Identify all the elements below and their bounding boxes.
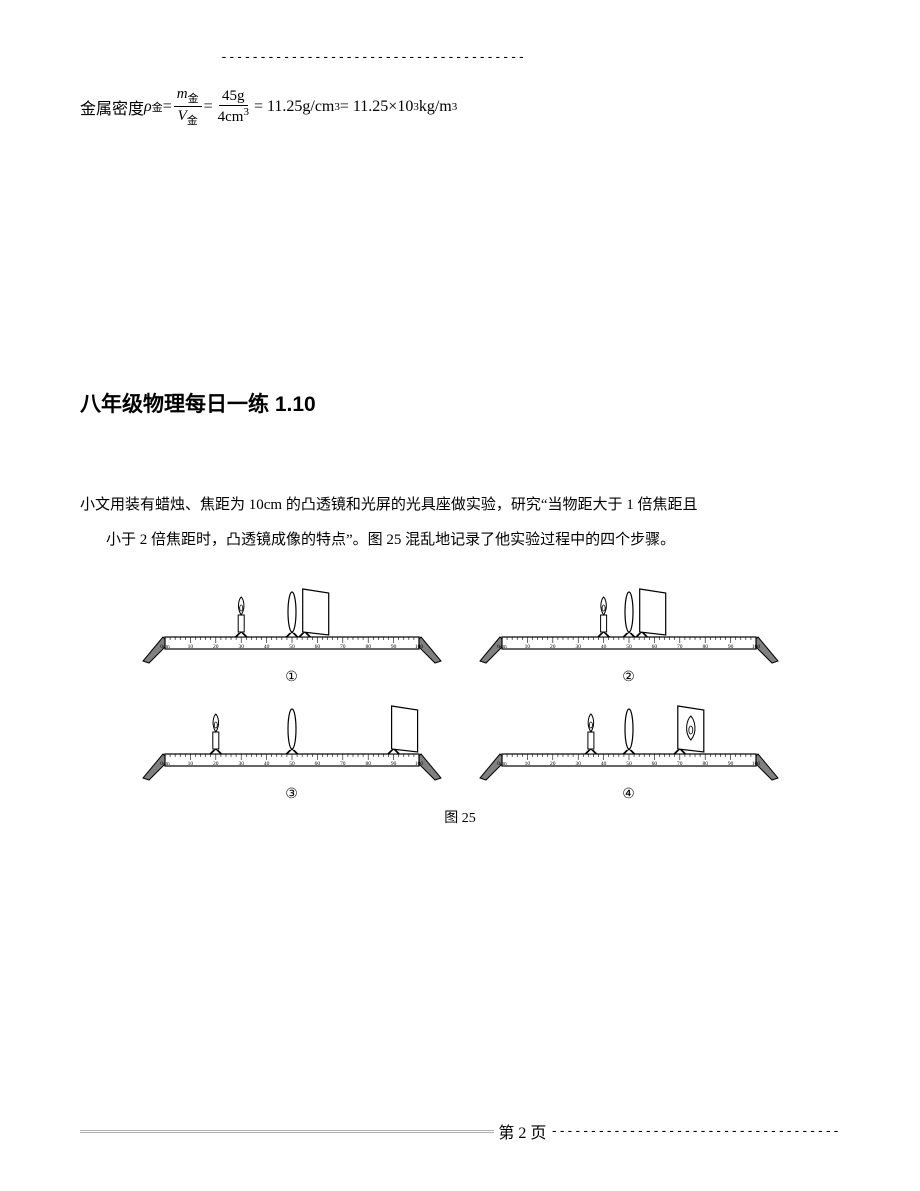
svg-text:70: 70 (677, 644, 683, 650)
svg-text:40: 40 (263, 761, 269, 767)
svg-text:0cm: 0cm (160, 761, 170, 767)
svg-text:100: 100 (751, 761, 760, 767)
svg-text:40: 40 (600, 761, 606, 767)
svg-text:60: 60 (314, 644, 320, 650)
bench-1: 0cm 10 20 30 40 50 60 70 80 90 100 ① (130, 575, 453, 686)
svg-text:40: 40 (600, 644, 606, 650)
svg-text:0cm: 0cm (160, 644, 170, 650)
bench-svg-1: 0cm 10 20 30 40 50 60 70 80 90 100 (137, 575, 447, 665)
svg-text:20: 20 (550, 761, 556, 767)
svg-text:30: 30 (575, 761, 581, 767)
svg-text:60: 60 (314, 761, 320, 767)
page-footer: 第 2 页 ----------------------------------… (80, 1119, 840, 1143)
bench-label-3: ③ (285, 786, 298, 803)
num45: 45g (219, 87, 248, 106)
diagram-grid: 0cm 10 20 30 40 50 60 70 80 90 100 ① 0cm 10 20 30 40 50… (130, 575, 790, 803)
svg-text:100: 100 (414, 761, 423, 767)
svg-text:0cm: 0cm (497, 761, 507, 767)
svg-text:40: 40 (263, 644, 269, 650)
bench-svg-3: 0cm 10 20 30 40 50 60 70 80 90 100 (137, 692, 447, 782)
bench-label-1: ① (285, 669, 298, 686)
svg-text:90: 90 (727, 761, 733, 767)
svg-text:30: 30 (238, 761, 244, 767)
svg-text:80: 80 (702, 644, 708, 650)
svg-text:10: 10 (187, 761, 193, 767)
svg-text:60: 60 (651, 761, 657, 767)
svg-text:90: 90 (727, 644, 733, 650)
svg-text:60: 60 (651, 644, 657, 650)
density-formula: 金属密度 ρ 金 = m金 V金 = 45g 4cm3 = 11.25g/cm3… (80, 85, 840, 128)
svg-text:20: 20 (550, 644, 556, 650)
frac-mv: m金 V金 (174, 85, 202, 128)
svg-text:80: 80 (365, 644, 371, 650)
svg-text:70: 70 (340, 761, 346, 767)
rho-sub: 金 (152, 99, 163, 115)
rho: ρ (144, 98, 152, 116)
bench-svg-4: 0cm 10 20 30 40 50 60 70 80 90 100 (474, 692, 784, 782)
svg-text:90: 90 (390, 761, 396, 767)
res1: = 11.25g/cm (254, 98, 334, 116)
m-sub: 金 (188, 93, 199, 105)
bench-svg-2: 0cm 10 20 30 40 50 60 70 80 90 100 (474, 575, 784, 665)
res2a: = 11.25×10 (340, 98, 413, 116)
bench-4: 0cm 10 20 30 40 50 60 70 80 90 100 ④ (467, 692, 790, 803)
footer-line-left (80, 1130, 494, 1133)
bench-label-4: ④ (622, 786, 635, 803)
frac-num: 45g 4cm3 (215, 87, 252, 126)
svg-text:20: 20 (213, 761, 219, 767)
svg-text:50: 50 (626, 644, 632, 650)
bench-2: 0cm 10 20 30 40 50 60 70 80 90 100 ② (467, 575, 790, 686)
svg-text:70: 70 (340, 644, 346, 650)
v-sub: 金 (187, 115, 198, 127)
para-line2: 小于 2 倍焦距时，凸透镜成像的特点”。图 25 混乱地记录了他实验过程中的四个… (80, 523, 840, 558)
svg-text:100: 100 (414, 644, 423, 650)
svg-text:0cm: 0cm (497, 644, 507, 650)
eq2: = (204, 98, 213, 116)
res2b: kg/m (419, 98, 452, 116)
den-exp: 3 (243, 106, 249, 118)
svg-text:10: 10 (524, 644, 530, 650)
svg-text:80: 80 (365, 761, 371, 767)
top-dashes: --------------------------------------- (80, 50, 840, 65)
bench-3: 0cm 10 20 30 40 50 60 70 80 90 100 ③ (130, 692, 453, 803)
formula-prefix: 金属密度 (80, 95, 144, 119)
eq1: = (163, 98, 172, 116)
m: m (177, 86, 188, 102)
svg-text:50: 50 (289, 644, 295, 650)
svg-text:20: 20 (213, 644, 219, 650)
footer-page-number: 第 2 页 (494, 1119, 550, 1143)
svg-text:90: 90 (390, 644, 396, 650)
svg-text:30: 30 (575, 644, 581, 650)
svg-text:50: 50 (626, 761, 632, 767)
v: V (178, 108, 187, 124)
bench-label-2: ② (622, 669, 635, 686)
svg-text:30: 30 (238, 644, 244, 650)
den4cm: 4cm (218, 109, 244, 125)
problem-paragraph: 小文用装有蜡烛、焦距为 10cm 的凸透镜和光屏的光具座做实验，研究“当物距大于… (80, 488, 840, 557)
svg-text:10: 10 (524, 761, 530, 767)
section-heading: 八年级物理每日一练 1.10 (80, 388, 840, 418)
svg-text:100: 100 (751, 644, 760, 650)
res2-exp2: 3 (452, 101, 458, 113)
para-line1: 小文用装有蜡烛、焦距为 10cm 的凸透镜和光屏的光具座做实验，研究“当物距大于… (80, 497, 698, 513)
figure-caption: 图 25 (80, 807, 840, 827)
svg-text:70: 70 (677, 761, 683, 767)
svg-text:80: 80 (702, 761, 708, 767)
svg-text:50: 50 (289, 761, 295, 767)
svg-text:10: 10 (187, 644, 193, 650)
footer-dashes: ------------------------------------- (550, 1124, 840, 1139)
